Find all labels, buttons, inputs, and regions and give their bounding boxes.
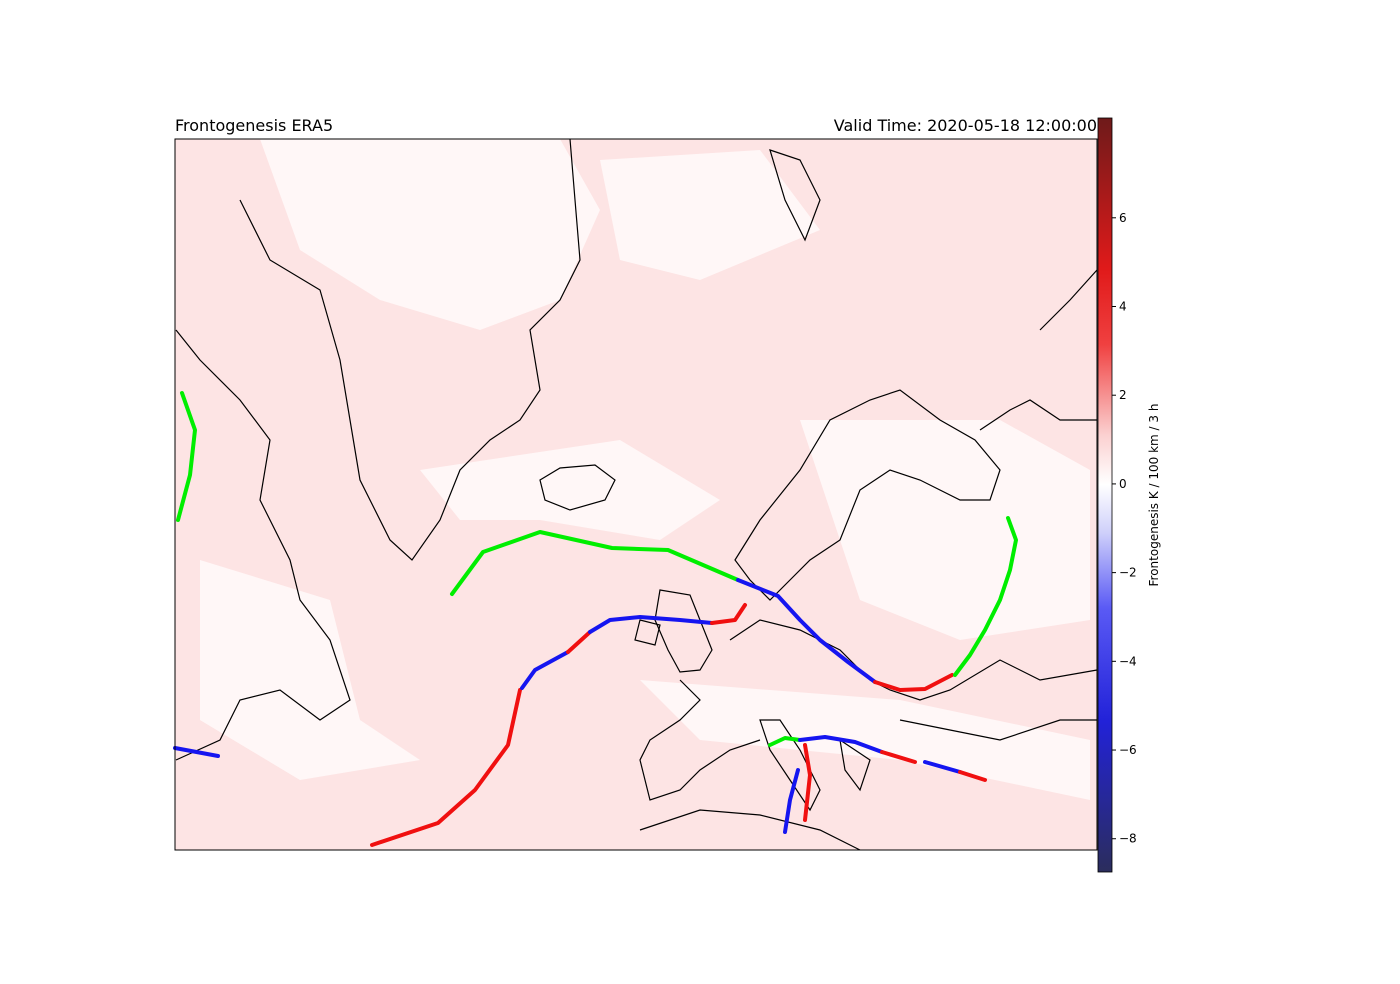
title-left: Frontogenesis ERA5 [175,116,333,135]
coastlines [175,138,1098,851]
colorbar [1098,118,1112,872]
colorbar-tick-label: −4 [1119,654,1137,668]
colorbar-tick-label: −8 [1119,832,1137,846]
fronts [173,391,1018,847]
colorbar-label: Frontogenesis K / 100 km / 3 h [1147,404,1161,587]
colorbar-frame [1097,117,1113,873]
map-frame [174,138,1098,851]
weak-field [200,139,1090,800]
colorbar-tick-label: 6 [1119,211,1127,225]
colorbar-tick-label: 4 [1119,300,1127,314]
title-right: Valid Time: 2020-05-18 12:00:00 [834,116,1097,135]
map [173,138,1098,851]
colorbar-tick-label: 0 [1119,477,1127,491]
colorbar-tick-label: −6 [1119,743,1137,757]
colorbar-tick-label: −2 [1119,566,1137,580]
colorbar-tick-label: 2 [1119,388,1127,402]
